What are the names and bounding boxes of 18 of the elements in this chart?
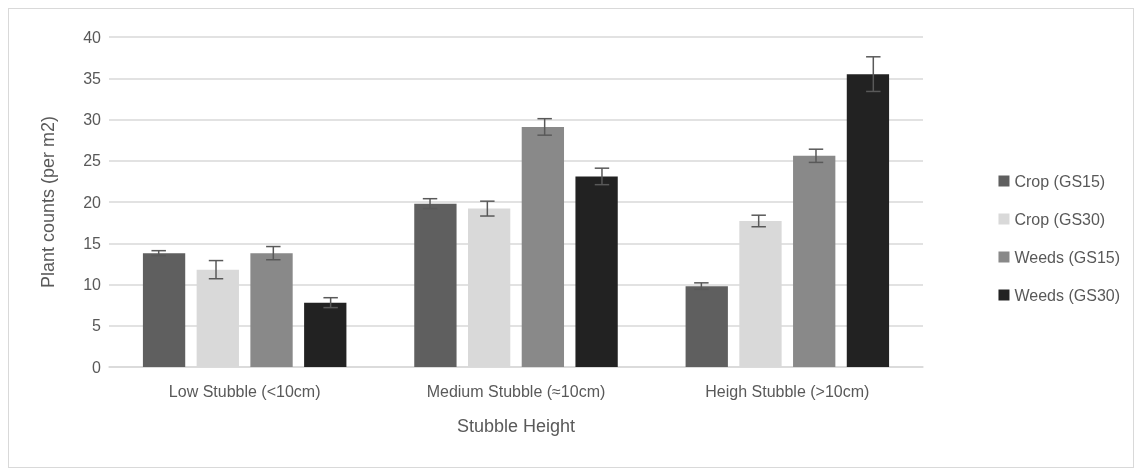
x-tick-label: Medium Stubble (≈10cm) [426,382,606,400]
y-tick-label: 20 [83,193,102,211]
y-tick-label: 25 [83,152,102,170]
y-tick-label: 35 [83,69,102,87]
legend-label: Crop (GS30) [1014,210,1106,228]
y-tick-label: 40 [83,28,102,46]
x-tick-label: Low Stubble (<10cm) [168,382,321,400]
y-tick-label: 30 [83,111,102,128]
legend-label: Weeds (GS15) [1014,248,1121,266]
x-tick-label: Heigh Stubble (>10cm) [705,382,870,400]
legend-label: Crop (GS15) [1014,172,1106,190]
y-tick-label: 0 [92,358,102,376]
y-tick-label: 10 [83,276,102,293]
y-axis-title: Plant counts (per m2) [38,115,58,289]
y-tick-label: 15 [83,234,102,252]
legend-label: Weeds (GS30) [1014,286,1121,304]
x-axis-title: Stubble Height [456,416,576,436]
y-tick-label: 5 [92,317,102,335]
